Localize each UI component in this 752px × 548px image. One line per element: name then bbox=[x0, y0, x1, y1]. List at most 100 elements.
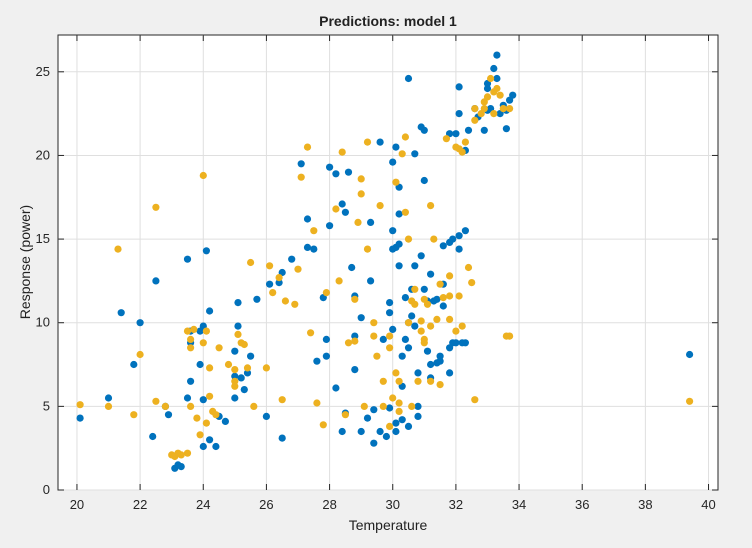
y-tick-label: 10 bbox=[36, 315, 50, 330]
data-point-blue bbox=[136, 319, 144, 327]
data-point-yellow bbox=[373, 352, 381, 360]
data-point-blue bbox=[398, 352, 406, 360]
data-point-yellow bbox=[499, 105, 507, 113]
data-point-blue bbox=[686, 350, 694, 359]
data-point-blue bbox=[288, 255, 296, 263]
data-point-yellow bbox=[196, 431, 204, 439]
data-point-yellow bbox=[291, 300, 299, 308]
data-point-blue bbox=[439, 302, 447, 310]
data-point-blue bbox=[382, 432, 390, 441]
data-point-blue bbox=[351, 332, 359, 340]
data-point-yellow bbox=[240, 340, 248, 349]
data-point-blue bbox=[414, 412, 422, 420]
data-point-blue bbox=[449, 235, 457, 243]
data-point-yellow bbox=[313, 399, 321, 407]
data-point-blue bbox=[436, 357, 444, 365]
data-point-yellow bbox=[401, 208, 409, 216]
data-point-blue bbox=[427, 360, 435, 369]
data-point-blue bbox=[206, 436, 214, 444]
x-tick-label: 20 bbox=[70, 497, 84, 512]
data-point-yellow bbox=[360, 402, 368, 410]
data-point-blue bbox=[348, 263, 356, 272]
data-point-yellow bbox=[275, 274, 283, 282]
data-point-blue bbox=[392, 419, 400, 427]
data-point-blue bbox=[423, 347, 432, 355]
data-point-yellow bbox=[395, 407, 403, 415]
data-point-yellow bbox=[294, 265, 302, 273]
data-point-blue bbox=[332, 384, 340, 392]
data-point-yellow bbox=[392, 369, 400, 377]
data-point-blue bbox=[417, 252, 425, 260]
data-point-blue bbox=[446, 369, 454, 377]
data-point-yellow bbox=[278, 396, 286, 404]
data-point-blue bbox=[483, 84, 492, 93]
plot-area bbox=[57, 34, 719, 491]
data-point-blue bbox=[234, 299, 242, 307]
data-point-blue bbox=[253, 295, 261, 303]
data-point-yellow bbox=[262, 364, 270, 372]
data-point-yellow bbox=[177, 451, 185, 459]
axis-ticks: 20 22 24 26 28 30 32 34 36 38 40 0 5 10 15 20 25 bbox=[36, 35, 718, 512]
x-tick-label: 38 bbox=[638, 497, 652, 512]
data-point-yellow bbox=[395, 399, 403, 407]
data-point-blue bbox=[439, 242, 447, 250]
data-point-yellow bbox=[206, 364, 214, 372]
data-point-blue bbox=[332, 170, 340, 178]
data-point-yellow bbox=[234, 330, 242, 338]
data-point-yellow bbox=[404, 235, 413, 243]
data-point-blue bbox=[310, 245, 318, 253]
data-point-yellow bbox=[379, 377, 387, 385]
data-point-blue bbox=[313, 357, 321, 365]
data-point-yellow bbox=[187, 335, 195, 343]
data-point-blue bbox=[420, 176, 428, 185]
data-point-blue bbox=[231, 347, 239, 355]
data-point-yellow bbox=[408, 402, 416, 410]
data-point-yellow bbox=[338, 148, 346, 156]
data-point-blue bbox=[357, 314, 365, 322]
data-point-yellow bbox=[480, 105, 488, 113]
data-point-blue bbox=[427, 270, 435, 278]
data-point-yellow bbox=[136, 350, 144, 359]
x-tick-label: 28 bbox=[322, 497, 336, 512]
data-point-yellow bbox=[231, 377, 239, 385]
data-point-yellow bbox=[250, 402, 258, 410]
data-point-yellow bbox=[199, 171, 207, 180]
data-point-blue bbox=[338, 427, 346, 436]
data-point-blue bbox=[411, 262, 419, 270]
y-axis-label: Response (power) bbox=[17, 205, 33, 319]
data-point-blue bbox=[202, 247, 210, 255]
data-point-yellow bbox=[471, 116, 479, 124]
data-point-blue bbox=[376, 427, 384, 436]
data-point-yellow bbox=[686, 397, 694, 405]
x-tick-label: 36 bbox=[575, 497, 589, 512]
y-tick-label: 20 bbox=[36, 147, 50, 162]
data-point-blue bbox=[221, 417, 229, 425]
data-point-yellow bbox=[370, 319, 378, 327]
data-point-blue bbox=[177, 463, 185, 471]
data-point-blue bbox=[452, 130, 460, 138]
data-point-blue bbox=[278, 434, 286, 442]
data-point-yellow bbox=[310, 227, 318, 235]
data-point-yellow bbox=[130, 411, 138, 419]
data-point-yellow bbox=[386, 344, 394, 352]
data-point-blue bbox=[389, 158, 397, 166]
data-point-blue bbox=[367, 218, 375, 226]
data-point-yellow bbox=[351, 295, 359, 303]
data-point-blue bbox=[395, 262, 403, 270]
data-point-yellow bbox=[193, 414, 201, 422]
data-point-yellow bbox=[490, 110, 498, 118]
data-point-yellow bbox=[427, 377, 435, 385]
data-point-yellow bbox=[187, 402, 195, 410]
data-point-blue bbox=[386, 309, 394, 317]
data-point-blue bbox=[386, 404, 394, 412]
data-point-yellow bbox=[458, 148, 466, 156]
data-point-yellow bbox=[471, 396, 479, 404]
data-point-blue bbox=[322, 335, 330, 343]
data-point-yellow bbox=[420, 339, 428, 347]
data-point-yellow bbox=[152, 397, 160, 405]
data-point-blue bbox=[404, 344, 413, 352]
data-point-yellow bbox=[370, 332, 378, 340]
data-point-blue bbox=[243, 369, 252, 377]
data-point-yellow bbox=[496, 91, 504, 99]
data-point-blue bbox=[509, 91, 517, 99]
